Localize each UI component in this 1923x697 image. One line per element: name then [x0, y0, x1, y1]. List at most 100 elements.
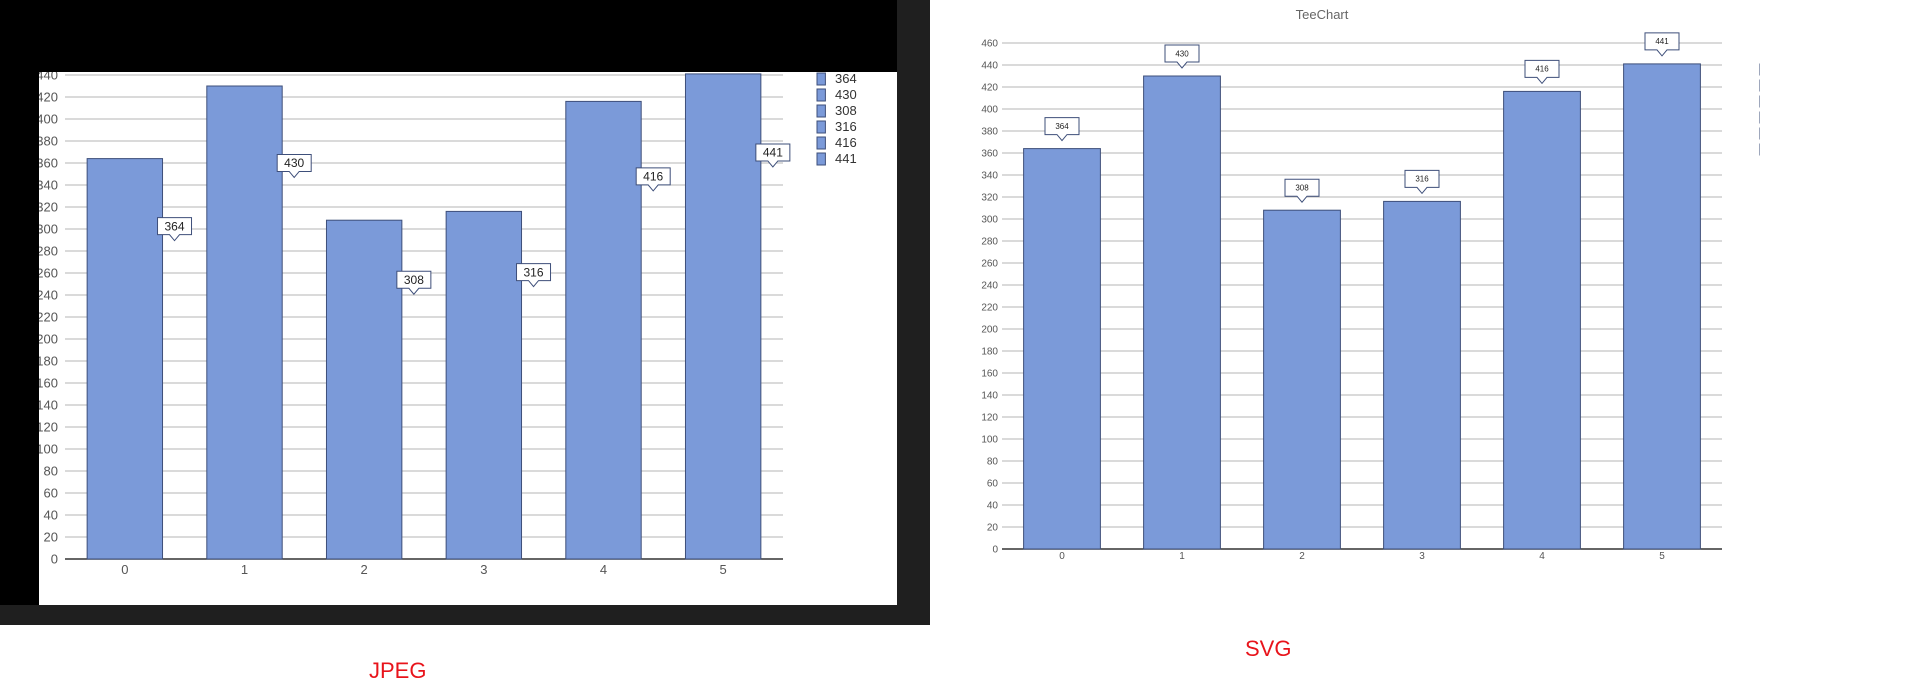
data-label-text: 430	[284, 156, 304, 170]
chart-title: TeeChart	[1296, 7, 1349, 22]
data-label: 430	[1164, 44, 1200, 69]
y-tick-label: 80	[44, 464, 58, 479]
data-label: 416	[635, 167, 671, 192]
data-label: 364	[1044, 117, 1080, 142]
legend-label: 308	[835, 103, 857, 118]
bar	[1623, 63, 1701, 550]
x-tick-label: 4	[1539, 551, 1545, 562]
data-label-box	[396, 270, 432, 296]
y-tick-label: 180	[981, 347, 998, 358]
y-tick-label: 300	[39, 222, 58, 237]
y-tick-label: 200	[981, 325, 998, 336]
jpeg-chart-panel: 0 20 40 60 80 100 120 140 160 180 200 220 240 260 280 3…	[39, 72, 897, 605]
y-tick-label: 220	[39, 310, 58, 325]
legend-swatch	[816, 104, 826, 118]
data-label: 441	[1644, 32, 1680, 57]
y-tick-label: 340	[981, 171, 998, 182]
data-label-text: 416	[1535, 65, 1549, 74]
data-label-box	[755, 143, 791, 168]
svg-bar-chart: TeeChart02040608010012014016018020022024…	[981, 7, 1799, 562]
bar	[1383, 200, 1461, 550]
bar	[206, 85, 283, 560]
x-tick-label: 3	[1419, 551, 1425, 562]
y-tick-label: 360	[981, 149, 998, 160]
y-tick-label: 380	[981, 127, 998, 138]
data-label-text: 441	[1655, 37, 1669, 46]
data-label-text: 364	[1055, 122, 1069, 131]
bar	[445, 210, 523, 560]
legend-swatch	[816, 152, 826, 166]
data-label-text: 441	[763, 146, 783, 160]
y-tick-label: 240	[39, 288, 58, 303]
svg-chart-panel: TeeChart 0 20 40 60 80 100 120 140 160 180 200 220 24…	[960, 0, 1799, 580]
y-tick-label: 360	[39, 156, 58, 171]
y-tick-label: 440	[981, 61, 998, 72]
data-label-text: 316	[1415, 175, 1429, 184]
legend-label: 316	[835, 119, 857, 134]
y-tick-label: 120	[981, 413, 998, 424]
x-tick-label: 1	[241, 562, 248, 577]
y-tick-label: 20	[44, 530, 58, 545]
bar	[325, 219, 403, 560]
data-label-text: 316	[524, 265, 544, 279]
data-label-box	[1044, 117, 1080, 142]
y-tick-label: 100	[39, 442, 58, 457]
y-tick-label: 420	[981, 83, 998, 94]
data-label-text: 308	[404, 273, 424, 287]
x-tick-label: 2	[361, 562, 368, 577]
bar	[1023, 148, 1101, 550]
data-label-text: 430	[1175, 49, 1189, 58]
x-tick-label: 3	[480, 562, 487, 577]
y-tick-label: 60	[44, 486, 58, 501]
data-label: 308	[396, 270, 432, 296]
data-label: 308	[1284, 178, 1320, 203]
data-label: 416	[1524, 59, 1560, 85]
y-tick-label: 460	[981, 39, 998, 50]
y-tick-label: 440	[39, 72, 58, 83]
y-tick-label: 400	[39, 112, 58, 127]
jpeg-bar-chart: 0204060801001201401601802002202402602803…	[39, 72, 857, 577]
y-tick-label: 160	[981, 369, 998, 380]
y-tick-label: 400	[981, 105, 998, 116]
data-label: 441	[755, 143, 791, 168]
y-tick-label: 80	[987, 457, 999, 468]
y-tick-label: 280	[39, 244, 58, 259]
y-tick-label: 140	[39, 398, 58, 413]
caption-svg: SVG	[1245, 636, 1292, 661]
legend-swatch	[816, 120, 826, 134]
legend-label: 430	[835, 87, 857, 102]
y-tick-label: 100	[981, 435, 998, 446]
y-tick-label: 40	[44, 508, 58, 523]
bar	[1503, 90, 1581, 550]
legend-swatch	[816, 72, 826, 86]
y-tick-label: 160	[39, 376, 58, 391]
data-label-text: 308	[1295, 184, 1309, 193]
x-tick-label: 5	[720, 562, 727, 577]
legend-label: 441	[835, 151, 857, 166]
data-label-box	[1524, 59, 1560, 85]
y-tick-label: 260	[981, 259, 998, 270]
bar	[86, 158, 164, 560]
y-tick-label: 320	[39, 200, 58, 215]
frame-bottom-band	[0, 605, 930, 625]
y-tick-label: 140	[981, 391, 998, 402]
y-tick-label: 120	[39, 420, 58, 435]
bar	[1143, 75, 1221, 550]
data-label-box	[635, 167, 671, 192]
y-tick-label: 320	[981, 193, 998, 204]
data-label-box	[1404, 169, 1440, 195]
data-label: 430	[276, 153, 312, 179]
frame-right-band	[897, 0, 930, 625]
y-tick-label: 260	[39, 266, 58, 281]
data-label-text: 416	[643, 170, 663, 184]
y-tick-label: 0	[51, 552, 58, 567]
data-label: 316	[1404, 169, 1440, 195]
data-label-box	[1284, 178, 1320, 203]
x-tick-label: 5	[1659, 551, 1665, 562]
y-tick-label: 340	[39, 178, 58, 193]
data-label-box	[1644, 32, 1680, 57]
y-tick-label: 300	[981, 215, 998, 226]
data-label: 316	[516, 263, 552, 288]
y-tick-label: 60	[987, 479, 999, 490]
data-label: 364	[157, 217, 193, 242]
